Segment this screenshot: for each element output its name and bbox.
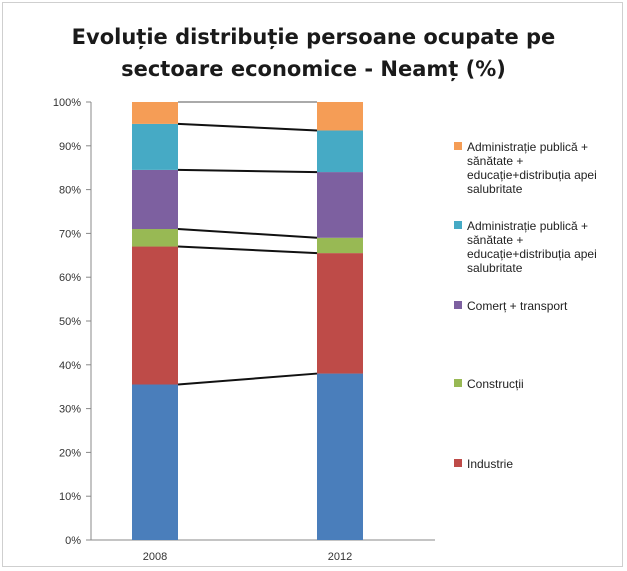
series-connector-line — [177, 168, 318, 174]
chart-title-line-2: sectoare economice - Neamț (%) — [121, 57, 506, 81]
y-tick-label: 70% — [59, 228, 81, 240]
series-connector-line — [177, 228, 318, 239]
legend-swatch — [454, 221, 462, 229]
legend-swatch — [454, 459, 462, 467]
x-tick-label: 2012 — [328, 551, 352, 563]
bar-segment — [132, 102, 178, 124]
y-tick-label: 40% — [59, 360, 81, 372]
legend-swatch — [454, 301, 462, 309]
bar-segment — [317, 373, 363, 540]
legend-swatch — [454, 379, 462, 387]
y-tick-label: 10% — [59, 491, 81, 503]
bar-segment — [317, 102, 363, 131]
bar-segment — [132, 384, 178, 540]
chart-title-line-1: Evoluție distribuție persoane ocupate pe — [71, 25, 556, 49]
bar-segment — [132, 169, 178, 230]
bar-segment — [132, 246, 178, 385]
series-connector-line — [177, 245, 318, 255]
bar-segment — [317, 237, 363, 254]
bar-segment — [132, 229, 178, 247]
legend-swatch — [454, 142, 462, 150]
series-connector-line — [177, 372, 318, 386]
legend-entry-industrie: Industrie — [454, 457, 622, 471]
legend-label: Administrație publică + sănătate + educa… — [467, 219, 597, 275]
legend-entry-administratie-orange: Administrație publică + sănătate + educa… — [454, 140, 622, 196]
bar-segment — [317, 253, 363, 374]
legend-entry-comert-transport: Comerț + transport — [454, 299, 622, 313]
x-tick-label: 2008 — [143, 551, 167, 563]
series-connector-line — [177, 122, 318, 132]
legend-entry-constructii: Construcții — [454, 377, 622, 391]
y-tick-label: 20% — [59, 447, 81, 459]
y-tick-label: 50% — [59, 316, 81, 328]
y-tick-label: 80% — [59, 185, 81, 197]
bar-segment — [317, 172, 363, 238]
legend-label: Construcții — [467, 377, 524, 391]
legend-label: Industrie — [467, 457, 514, 471]
legend-label: Administrație publică + sănătate + educa… — [467, 140, 597, 196]
y-tick-label: 90% — [59, 141, 81, 153]
y-tick-label: 100% — [53, 97, 81, 109]
y-tick-label: 30% — [59, 404, 81, 416]
y-tick-label: 0% — [65, 535, 81, 547]
bar-segment — [132, 123, 178, 170]
legend-entry-administratie-teal: Administrație publică + sănătate + educa… — [454, 219, 622, 275]
y-tick-label: 60% — [59, 272, 81, 284]
bar-segment — [317, 130, 363, 173]
legend-label: Comerț + transport — [467, 299, 568, 313]
